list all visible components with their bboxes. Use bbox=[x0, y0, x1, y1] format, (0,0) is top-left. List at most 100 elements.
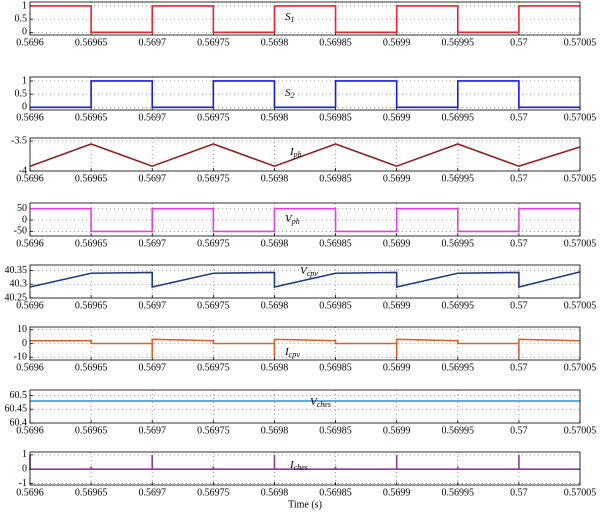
x-tick-label: 0.56975 bbox=[197, 362, 230, 373]
annotation-main: S bbox=[285, 11, 291, 23]
x-tick-label: 0.56985 bbox=[319, 37, 352, 48]
annotation-sub: cpv bbox=[307, 269, 319, 278]
frame bbox=[29, 1, 581, 36]
annotation-sub: ches bbox=[317, 400, 331, 409]
x-tick-label: 0.57005 bbox=[564, 425, 597, 436]
x-tick-label: 0.56975 bbox=[197, 37, 230, 48]
x-tick-label: 0.56985 bbox=[319, 362, 352, 373]
x-tick-label: 0.5696 bbox=[16, 37, 44, 48]
x-tick-label: 0.56965 bbox=[75, 487, 108, 498]
annotation-main: S bbox=[285, 87, 291, 99]
y-tick-label: -3.5 bbox=[11, 135, 27, 146]
x-tick-label: 0.5697 bbox=[138, 173, 166, 184]
x-tick-label: 0.56965 bbox=[75, 238, 108, 249]
x-tick-label: 0.5697 bbox=[138, 425, 166, 436]
annotation-main: I bbox=[289, 146, 295, 158]
x-tick-label: 0.56975 bbox=[197, 425, 230, 436]
x-tick-label: 0.57005 bbox=[564, 37, 597, 48]
x-tick-label: 0.57 bbox=[510, 425, 528, 436]
x-tick-label: 0.56995 bbox=[442, 300, 475, 311]
line bbox=[29, 271, 581, 289]
annotation: Vph bbox=[285, 213, 300, 226]
frame bbox=[29, 137, 581, 172]
x-tick-label: 0.5697 bbox=[138, 487, 166, 498]
x-tick-label: 0.56995 bbox=[442, 238, 475, 249]
x-tick-label: 0.56995 bbox=[442, 362, 475, 373]
y-tick-label: 0.5 bbox=[15, 13, 28, 24]
y-tick-label: 0 bbox=[22, 102, 27, 113]
line bbox=[30, 80, 580, 109]
x-tick-label: 0.56985 bbox=[319, 425, 352, 436]
x-tick-label: 0.57005 bbox=[564, 487, 597, 498]
x-tick-label: 0.5697 bbox=[138, 112, 166, 123]
x-tick-label: 0.56995 bbox=[442, 112, 475, 123]
x-tick-label: 0.5698 bbox=[261, 173, 289, 184]
subplot: 60.4 60.45 60.5 0.5696 0.56965 0.5697 0.56975 0… bbox=[5, 389, 597, 436]
x-tick-label: 0.5699 bbox=[383, 425, 411, 436]
x-tick-label: 0.56965 bbox=[75, 300, 108, 311]
y-tick-label: -4 bbox=[19, 165, 27, 176]
x-tick-label: 0.5698 bbox=[261, 425, 289, 436]
frame bbox=[29, 389, 581, 424]
x-tick-label: 0.5698 bbox=[261, 238, 289, 249]
x-tick-label: 0.5696 bbox=[16, 173, 44, 184]
x-tick-label: 0.56995 bbox=[442, 37, 475, 48]
annotation: S2 bbox=[285, 87, 295, 100]
x-tick-label: 0.5699 bbox=[383, 37, 411, 48]
subplot: -10 0 10 0.5696 0.56965 0.5697 0.56975 0.5698 0.… bbox=[14, 324, 597, 373]
x-tick-label: 0.56975 bbox=[197, 238, 230, 249]
y-tick-label: 0 bbox=[22, 27, 27, 38]
y-tick-label: 1 bbox=[22, 449, 27, 460]
x-tick-label: 0.5699 bbox=[383, 487, 411, 498]
subplot: -3.5 -40.5696 0.56965 0.5697 0.56975 0.5698 0.… bbox=[11, 135, 596, 184]
annotation-sub: ph bbox=[293, 150, 302, 159]
x-tick-label: 0.56975 bbox=[197, 173, 230, 184]
line bbox=[30, 5, 580, 34]
subplot: 0 0.5 1 0.5696 0.56965 0.5697 0.56975 0.5698 0.5… bbox=[15, 0, 597, 48]
y-tick-label: 40.35 bbox=[5, 265, 28, 276]
subplot: -1 0 1 0.5696 0.56965 0.5697 0.56975 0.5698 0.56… bbox=[16, 449, 596, 510]
y-tick-label: 40.3 bbox=[10, 279, 28, 290]
x-tick-label: 0.56995 bbox=[442, 173, 475, 184]
x-tick-label: 0.5699 bbox=[383, 112, 411, 123]
x-tick-label: 0.56965 bbox=[75, 362, 108, 373]
x-tick-label: 0.5698 bbox=[261, 362, 289, 373]
x-tick-label: 0.56965 bbox=[75, 173, 108, 184]
x-tick-label: 0.57005 bbox=[564, 238, 597, 249]
subplot: 0 0.5 1 0.5696 0.56965 0.5697 0.56975 0.5698 0.5… bbox=[15, 75, 597, 123]
y-tick-label: 0 bbox=[22, 214, 27, 225]
annotation-main: I bbox=[284, 346, 290, 358]
y-tick-label: 0 bbox=[22, 338, 27, 349]
x-tick-label: 0.57 bbox=[510, 173, 528, 184]
y-tick-label: 60.45 bbox=[5, 404, 28, 415]
x-tick-label: 0.5697 bbox=[138, 362, 166, 373]
annotation-sub: 2 bbox=[291, 91, 295, 100]
x-tick-label: 0.57 bbox=[510, 487, 528, 498]
annotation-sub: ches bbox=[294, 463, 308, 472]
x-tick-label: 0.57 bbox=[510, 112, 528, 123]
annotation-sub: 1 bbox=[291, 15, 295, 24]
x-tick-label: 0.5699 bbox=[383, 362, 411, 373]
x-tick-label: 0.56995 bbox=[442, 425, 475, 436]
annotation-main: V bbox=[300, 265, 308, 277]
subplot: 40.25 40.3 40.35 0.5696 0.56965 0.5697 0.56975… bbox=[5, 265, 597, 312]
frame bbox=[29, 202, 581, 237]
x-tick-label: 0.56975 bbox=[197, 487, 230, 498]
x-tick-label: 0.56975 bbox=[197, 112, 230, 123]
x-axis-label: Time (s) bbox=[288, 499, 322, 510]
x-tick-label: 0.5698 bbox=[261, 37, 289, 48]
x-tick-label: 0.5698 bbox=[261, 487, 289, 498]
y-tick-label: -50 bbox=[14, 226, 27, 237]
line bbox=[29, 454, 580, 471]
x-tick-label: 0.56985 bbox=[319, 300, 352, 311]
x-tick-label: 0.5697 bbox=[138, 238, 166, 249]
x-tick-label: 0.57005 bbox=[564, 112, 597, 123]
annotation-sub: ph bbox=[291, 217, 300, 226]
annotation: Icpv bbox=[284, 346, 300, 359]
annotation: Iph bbox=[289, 146, 302, 159]
y-tick-label: 40.25 bbox=[5, 292, 28, 303]
x-tick-label: 0.5696 bbox=[16, 362, 44, 373]
x-tick-label: 0.56965 bbox=[75, 112, 108, 123]
